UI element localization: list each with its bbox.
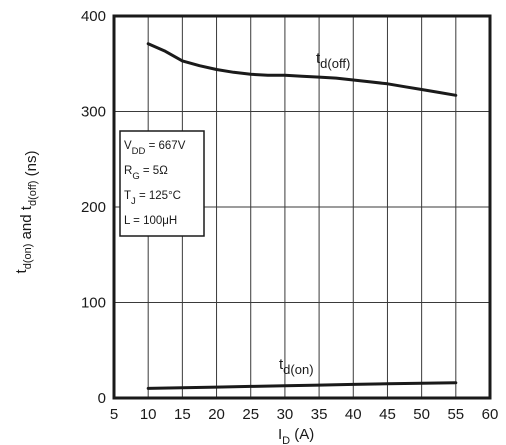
series-labels: td(off) td(on) <box>279 50 350 377</box>
series-line-td-off <box>146 42 458 97</box>
series-label-td-off: td(off) <box>316 50 350 71</box>
x-tick-label: 5 <box>110 406 118 423</box>
plot-frame <box>112 14 492 400</box>
x-tick-label: 45 <box>379 406 396 423</box>
tick-labels: 5 10 15 20 25 30 35 40 45 50 55 60 0 100 200 300 400 <box>81 8 498 423</box>
y-axis-title: td(on) and td(off) (ns) <box>13 151 40 274</box>
x-axis-title: ID (A) <box>278 426 314 445</box>
condition-line: L = 100μH <box>124 215 177 227</box>
y-tick-label: 300 <box>81 104 106 121</box>
x-tick-label: 15 <box>174 406 191 423</box>
x-tick-label: 35 <box>311 406 328 423</box>
x-tick-label: 40 <box>345 406 362 423</box>
series-layer <box>146 42 458 390</box>
y-tick-label: 0 <box>98 390 106 407</box>
condition-line: TJ = 125°C <box>124 190 181 207</box>
x-tick-label: 50 <box>413 406 430 423</box>
x-tick-label: 10 <box>140 406 157 423</box>
x-tick-label: 60 <box>482 406 499 423</box>
y-tick-label: 200 <box>81 199 106 216</box>
series-label-td-on: td(on) <box>279 356 314 377</box>
x-tick-label: 30 <box>277 406 294 423</box>
condition-line: VDD = 667V <box>124 140 186 157</box>
conditions-box: VDD = 667V RG = 5Ω TJ = 125°C L = 100μH <box>119 130 205 237</box>
y-tick-label: 100 <box>81 295 106 312</box>
condition-line: RG = 5Ω <box>124 165 168 182</box>
x-tick-label: 25 <box>242 406 259 423</box>
x-tick-label: 20 <box>208 406 225 423</box>
series-line-td-on <box>146 381 458 390</box>
x-tick-label: 55 <box>447 406 464 423</box>
conditions-box-frame <box>119 130 205 237</box>
y-tick-label: 400 <box>81 8 106 25</box>
